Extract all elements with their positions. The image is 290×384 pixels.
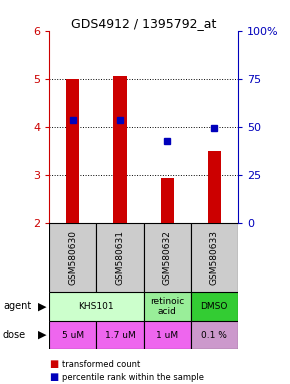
Bar xyxy=(144,321,191,349)
Text: 1.7 uM: 1.7 uM xyxy=(105,331,135,339)
Text: transformed count: transformed count xyxy=(62,359,141,369)
Text: GSM580631: GSM580631 xyxy=(115,230,124,285)
Bar xyxy=(191,223,238,292)
Bar xyxy=(96,223,144,292)
Bar xyxy=(161,178,174,223)
Text: retinoic
acid: retinoic acid xyxy=(150,296,184,316)
Text: percentile rank within the sample: percentile rank within the sample xyxy=(62,372,204,382)
Bar xyxy=(113,76,126,223)
Text: 1 uM: 1 uM xyxy=(156,331,178,339)
Bar xyxy=(49,292,144,321)
Bar xyxy=(96,321,144,349)
Bar xyxy=(66,79,79,223)
Text: ▶: ▶ xyxy=(38,330,46,340)
Text: agent: agent xyxy=(3,301,31,311)
Text: DMSO: DMSO xyxy=(201,302,228,311)
Bar xyxy=(144,223,191,292)
Text: GSM580630: GSM580630 xyxy=(68,230,77,285)
Bar xyxy=(49,223,96,292)
Text: ■: ■ xyxy=(49,359,59,369)
Text: ■: ■ xyxy=(49,372,59,382)
Bar xyxy=(191,321,238,349)
Text: GSM580633: GSM580633 xyxy=(210,230,219,285)
Bar xyxy=(208,151,221,223)
Bar xyxy=(49,321,96,349)
Bar xyxy=(144,292,191,321)
Text: KHS101: KHS101 xyxy=(79,302,114,311)
Text: ▶: ▶ xyxy=(38,301,46,311)
Text: 0.1 %: 0.1 % xyxy=(201,331,227,339)
Text: 5 uM: 5 uM xyxy=(62,331,84,339)
Text: GSM580632: GSM580632 xyxy=(163,230,172,285)
Text: dose: dose xyxy=(3,330,26,340)
Title: GDS4912 / 1395792_at: GDS4912 / 1395792_at xyxy=(71,17,216,30)
Bar xyxy=(191,292,238,321)
